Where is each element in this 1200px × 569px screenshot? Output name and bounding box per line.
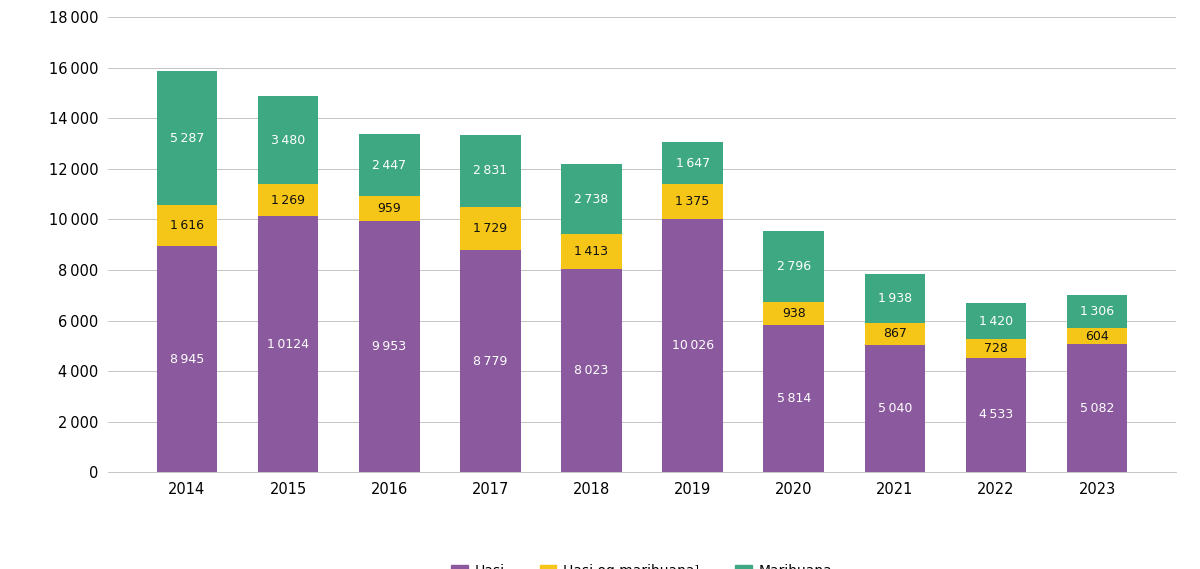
Bar <box>763 302 824 325</box>
Bar <box>1067 295 1128 328</box>
Bar <box>359 221 420 472</box>
Text: 1 420: 1 420 <box>979 315 1013 328</box>
Text: 8 945: 8 945 <box>169 353 204 366</box>
Text: 938: 938 <box>782 307 805 320</box>
Text: 1 0124: 1 0124 <box>268 338 310 351</box>
Bar <box>562 234 622 269</box>
Bar <box>258 96 318 184</box>
Text: 1 375: 1 375 <box>676 195 709 208</box>
Text: 1 729: 1 729 <box>473 222 508 235</box>
Bar <box>156 205 217 246</box>
Text: 2 447: 2 447 <box>372 159 407 172</box>
Bar <box>1067 328 1128 344</box>
Text: 728: 728 <box>984 342 1008 355</box>
Text: 2 796: 2 796 <box>776 259 811 273</box>
Bar <box>1067 344 1128 472</box>
Bar <box>966 339 1026 358</box>
Text: 2 831: 2 831 <box>473 164 508 177</box>
Text: 1 647: 1 647 <box>676 156 709 170</box>
Bar <box>258 184 318 216</box>
Text: 5 082: 5 082 <box>1080 402 1115 414</box>
Bar <box>460 135 521 207</box>
Text: 3 480: 3 480 <box>271 134 305 147</box>
Text: 604: 604 <box>1085 329 1109 343</box>
Text: 1 616: 1 616 <box>170 219 204 232</box>
Text: 4 533: 4 533 <box>979 409 1013 422</box>
Text: 10 026: 10 026 <box>672 339 714 352</box>
Bar <box>156 72 217 205</box>
Text: 8 023: 8 023 <box>575 364 608 377</box>
Text: 1 413: 1 413 <box>575 245 608 258</box>
Bar <box>662 184 722 218</box>
Bar <box>662 142 722 184</box>
Bar <box>763 325 824 472</box>
Text: 1 306: 1 306 <box>1080 306 1114 319</box>
Bar <box>966 358 1026 472</box>
Bar <box>763 231 824 302</box>
Bar <box>966 303 1026 339</box>
Bar <box>359 134 420 196</box>
Text: 1 938: 1 938 <box>877 292 912 305</box>
Text: 5 040: 5 040 <box>877 402 912 415</box>
Bar <box>460 207 521 250</box>
Bar <box>156 246 217 472</box>
Text: 5 814: 5 814 <box>776 392 811 405</box>
Bar <box>662 218 722 472</box>
Text: 9 953: 9 953 <box>372 340 407 353</box>
Text: 5 287: 5 287 <box>169 132 204 145</box>
Bar <box>258 216 318 472</box>
Text: 867: 867 <box>883 327 907 340</box>
Bar <box>460 250 521 472</box>
Bar <box>359 196 420 221</box>
Bar <box>864 323 925 345</box>
Bar <box>562 164 622 234</box>
Legend: Hasj, Hasj og marihuana¹, Marihuana: Hasj, Hasj og marihuana¹, Marihuana <box>446 559 838 569</box>
Text: 1 269: 1 269 <box>271 193 305 207</box>
Bar <box>864 274 925 323</box>
Text: 959: 959 <box>377 202 401 215</box>
Text: 8 779: 8 779 <box>473 354 508 368</box>
Text: 2 738: 2 738 <box>575 192 608 205</box>
Bar <box>562 269 622 472</box>
Bar <box>864 345 925 472</box>
